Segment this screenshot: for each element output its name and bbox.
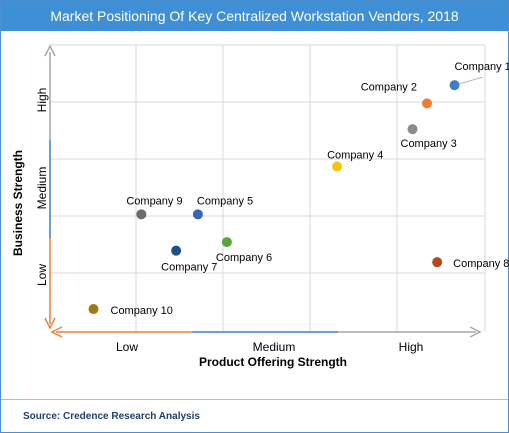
y-tick-label: Low <box>35 264 49 286</box>
grid <box>50 44 486 332</box>
data-point <box>432 257 443 268</box>
point-label: Company 3 <box>401 138 457 150</box>
data-point <box>422 98 432 109</box>
data-point <box>88 304 99 315</box>
source-note: Source: Credence Research Analysis <box>23 411 200 422</box>
point-label: Company 6 <box>216 252 272 264</box>
x-axis-label: Product Offering Strength <box>199 355 347 369</box>
footer-divider <box>1 399 508 400</box>
data-point <box>449 80 460 91</box>
x-tick-label: High <box>399 340 424 354</box>
data-point <box>221 237 232 248</box>
data-point <box>136 209 147 220</box>
x-axis-arrow-right <box>469 326 482 338</box>
point-label: Company 10 <box>111 305 173 317</box>
y-axis-arrow-down <box>44 317 56 330</box>
point-label: Company 8 <box>453 258 509 270</box>
data-point <box>332 161 343 172</box>
axes <box>44 44 482 338</box>
y-axis-arrow-up <box>44 44 56 57</box>
y-axis-label: Business Strength <box>11 150 25 256</box>
chart-title: Market Positioning Of Key Centralized Wo… <box>1 1 508 31</box>
data-point <box>171 245 182 256</box>
data-points <box>88 76 483 315</box>
point-label: Company 4 <box>327 149 383 161</box>
data-point <box>407 124 418 135</box>
x-tick-label: Medium <box>253 340 296 354</box>
tick-labels: Low Medium High Low Medium High <box>35 88 423 354</box>
y-tick-label: High <box>35 88 49 113</box>
point-labels: Company 1 Company 2 Company 3 Company 4 Comp… <box>111 61 509 317</box>
point-label: Company 2 <box>361 81 417 93</box>
data-point <box>192 209 203 220</box>
point-label: Company 1 <box>455 61 509 73</box>
point-label: Company 5 <box>197 195 253 207</box>
x-tick-label: Low <box>116 340 138 354</box>
point-label: Company 7 <box>161 262 217 274</box>
point-label: Company 9 <box>126 195 182 207</box>
x-axis-arrow-left <box>50 326 63 338</box>
y-tick-label: Medium <box>35 167 49 210</box>
